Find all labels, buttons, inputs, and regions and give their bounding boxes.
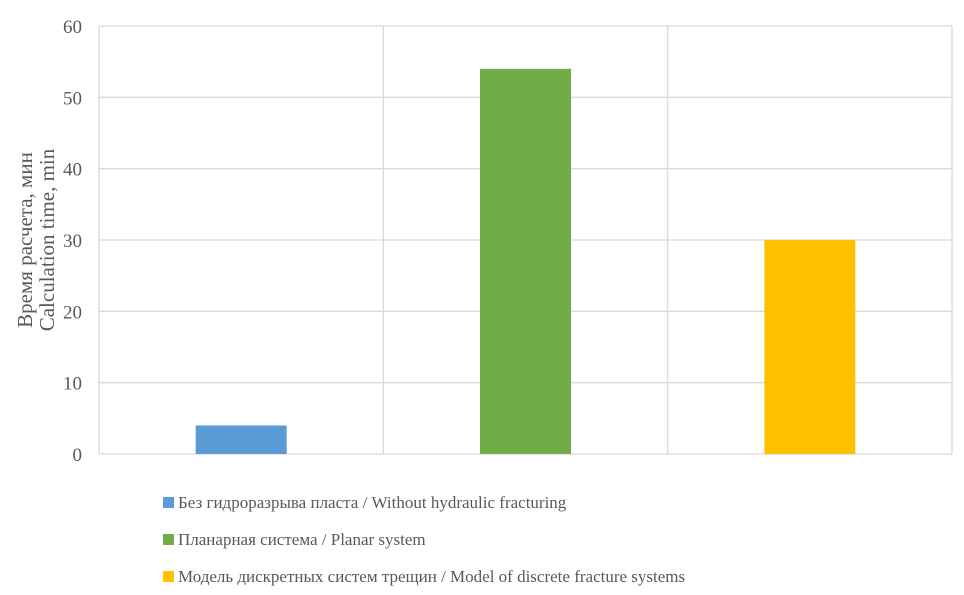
y-tick-label: 0 bbox=[73, 445, 83, 466]
y-tick-label: 40 bbox=[63, 160, 82, 181]
legend-item-without-fracturing: Без гидроразрыва пласта / Without hydrau… bbox=[163, 484, 685, 521]
legend-swatch bbox=[163, 571, 174, 582]
bar bbox=[480, 68, 571, 455]
bar bbox=[195, 425, 287, 454]
legend-item-discrete-fracture: Модель дискретных систем трещин / Model … bbox=[163, 558, 685, 595]
y-tick-label: 30 bbox=[63, 231, 82, 252]
legend-label: Планарная система / Planar system bbox=[178, 529, 426, 549]
y-tick-label: 50 bbox=[63, 88, 82, 109]
y-axis-label-ru: Время расчета, мин bbox=[13, 152, 37, 328]
legend-swatch bbox=[163, 534, 174, 545]
bar bbox=[764, 240, 856, 454]
legend-label: Без гидроразрыва пласта / Without hydrau… bbox=[178, 492, 567, 512]
y-tick-label: 60 bbox=[63, 17, 82, 38]
legend-label: Модель дискретных систем трещин / Model … bbox=[178, 566, 686, 586]
legend-swatch bbox=[163, 497, 174, 508]
y-tick-label: 10 bbox=[63, 374, 82, 395]
y-axis-label-en: Calculation time, min bbox=[35, 148, 59, 331]
legend: Без гидроразрыва пласта / Without hydrau… bbox=[163, 484, 685, 595]
legend-item-planar-system: Планарная система / Planar system bbox=[163, 521, 685, 558]
y-tick-label: 20 bbox=[63, 302, 82, 323]
